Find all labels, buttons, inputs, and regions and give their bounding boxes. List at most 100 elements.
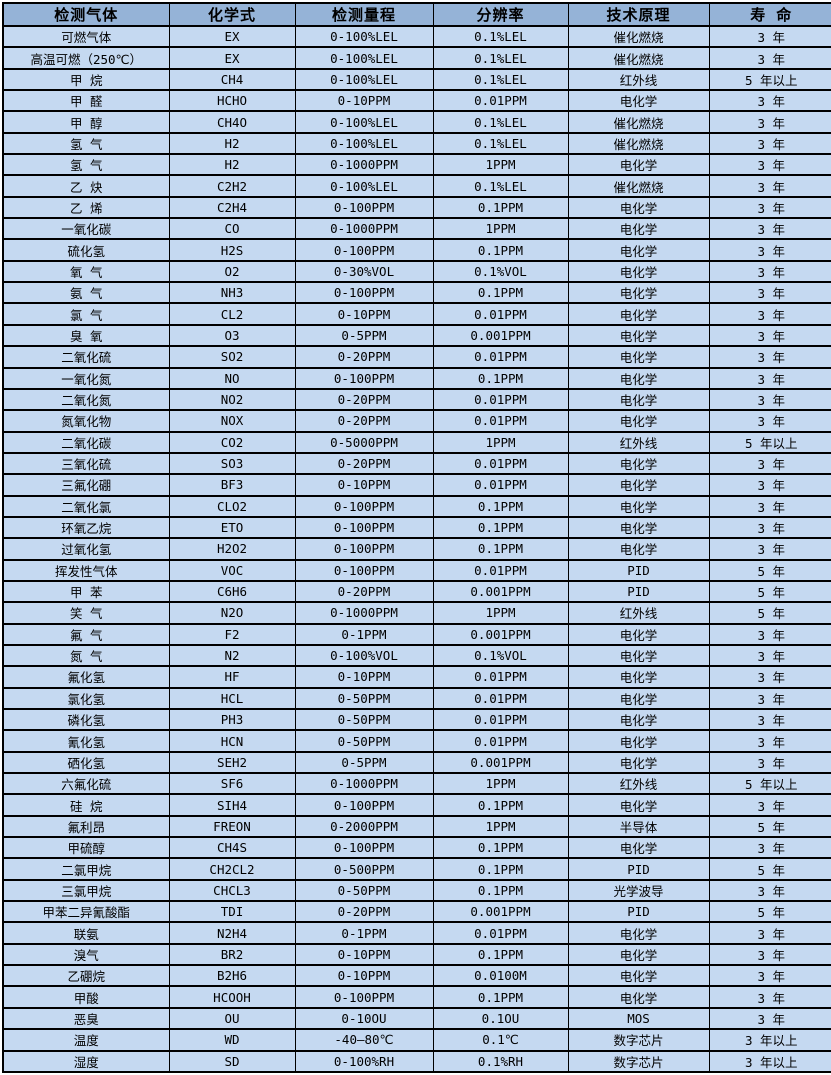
table-cell: 0-5000PPM (294, 430, 434, 454)
table-cell: 0.1PPM (432, 942, 569, 967)
table-cell: 3 年 (708, 707, 831, 732)
table-cell: 电化学 (567, 153, 710, 177)
table-cell: 挥发性气体 (2, 558, 170, 582)
table-cell: 3 年 (708, 665, 831, 689)
table-cell: SD (168, 1049, 296, 1073)
table-cell: CH4O (168, 110, 296, 134)
table-cell: 3 年 (708, 24, 831, 49)
table-cell: 光学波导 (567, 878, 710, 903)
table-cell: 0-100PPM (294, 836, 434, 860)
table-cell: 联氨 (2, 921, 170, 945)
table-cell: 5 年 (708, 857, 831, 881)
table-cell: H2 (168, 131, 296, 156)
table-row: 三氟化硼 BF3 0-10PPM 0.01PPM 电化学 3 年 (2, 473, 831, 497)
table-cell: 0.01PPM (432, 387, 569, 412)
table-cell: 乙 炔 (2, 174, 170, 198)
table-cell: 硫化氢 (2, 238, 170, 262)
table-cell: 0.01PPM (432, 302, 569, 326)
table-cell: 0.1%LEL (432, 46, 569, 70)
table-cell: 0-50PPM (294, 707, 434, 732)
table-cell: 电化学 (567, 302, 710, 326)
table-cell: 3 年 (708, 110, 831, 134)
table-cell: 0.1PPM (432, 515, 569, 540)
table-cell: 0.001PPM (432, 750, 569, 775)
column-header: 检测气体 (2, 2, 170, 27)
table-cell: 0-100%LEL (294, 67, 434, 92)
table-cell: 环氧乙烷 (2, 515, 170, 540)
table-cell: 红外线 (567, 772, 710, 796)
table-cell: 二氧化硫 (2, 345, 170, 369)
table-row: 甲 醇 CH4O 0-100%LEL 0.1%LEL 催化燃烧 3 年 (2, 110, 831, 134)
table-cell: NO (168, 366, 296, 390)
table-cell: 甲苯二异氰酸酯 (2, 900, 170, 924)
table-cell: B2H6 (168, 964, 296, 988)
table-cell: HCOOH (168, 985, 296, 1009)
table-cell: 3 年 (708, 985, 831, 1009)
table-cell: OU (168, 1006, 296, 1031)
table-cell: FREON (168, 814, 296, 839)
table-cell: 电化学 (567, 345, 710, 369)
table-row: 乙 烯 C2H4 0-100PPM 0.1PPM 电化学 3 年 (2, 195, 831, 220)
table-cell: CO (168, 217, 296, 241)
table-cell: 3 年 (708, 323, 831, 348)
table-cell: 0.1%LEL (432, 131, 569, 156)
table-cell: 电化学 (567, 942, 710, 967)
table-header: 检测气体 化学式 检测量程 分辨率 技术原理寿 命 (2, 2, 831, 27)
table-cell: 3 年 (708, 942, 831, 967)
table-row: 二氧化氮 NO2 0-20PPM 0.01PPM 电化学 3 年 (2, 387, 831, 412)
table-cell: 电化学 (567, 409, 710, 433)
table-cell: 0.01PPM (432, 665, 569, 689)
table-cell: 0-10PPM (294, 964, 434, 988)
table-row: 硫化氢 H2S 0-100PPM 0.1PPM 电化学 3 年 (2, 238, 831, 262)
table-cell: 0-100%LEL (294, 131, 434, 156)
table-cell: 电化学 (567, 473, 710, 497)
table-cell: 催化燃烧 (567, 131, 710, 156)
table-row: 乙硼烷 B2H6 0-10PPM 0.0100M 电化学 3 年 (2, 964, 831, 988)
table-cell: 电化学 (567, 686, 710, 711)
table-cell: 恶臭 (2, 1006, 170, 1031)
table-cell: 0-1PPM (294, 622, 434, 646)
table-cell: 0-100PPM (294, 494, 434, 518)
table-cell: 0.1PPM (432, 878, 569, 903)
table-cell: 0-1000PPM (294, 153, 434, 177)
table-cell: 电化学 (567, 729, 710, 753)
table-row: 氰化氢 HCN 0-50PPM 0.01PPM 电化学 3 年 (2, 729, 831, 753)
table-cell: 二氧化氯 (2, 494, 170, 518)
table-row: 溴气 BR2 0-10PPM 0.1PPM 电化学 3 年 (2, 942, 831, 967)
table-cell: 三氟化硼 (2, 473, 170, 497)
table-cell: 3 年 (708, 387, 831, 412)
table-cell: 3 年 (708, 622, 831, 646)
table-cell: HCN (168, 729, 296, 753)
table-cell: 0-10PPM (294, 665, 434, 689)
table-cell: 数字芯片 (567, 1028, 710, 1052)
table-cell: 电化学 (567, 387, 710, 412)
table-cell: 六氟化硫 (2, 772, 170, 796)
table-cell: 0-50PPM (294, 686, 434, 711)
table-cell: PID (567, 558, 710, 582)
column-header: 检测量程 (294, 2, 434, 27)
table-cell: O3 (168, 323, 296, 348)
table-cell: 0.1%LEL (432, 110, 569, 134)
table-cell: 3 年 (708, 921, 831, 945)
table-cell: 0-20PPM (294, 387, 434, 412)
table-cell: C2H2 (168, 174, 296, 198)
table-cell: 笑 气 (2, 601, 170, 625)
table-cell: ETO (168, 515, 296, 540)
table-cell: 0-1000PPM (294, 772, 434, 796)
table-cell: 二氧化碳 (2, 430, 170, 454)
table-cell: 0.001PPM (432, 622, 569, 646)
table-cell: 0-1000PPM (294, 217, 434, 241)
table-cell: 3 年 (708, 729, 831, 753)
table-cell: 电化学 (567, 665, 710, 689)
table-cell: 氧 气 (2, 259, 170, 284)
table-cell: 0-100PPM (294, 195, 434, 220)
table-cell: 0-100PPM (294, 537, 434, 561)
table-cell: F2 (168, 622, 296, 646)
table-cell: 0.1PPM (432, 537, 569, 561)
table-cell: 氮 气 (2, 643, 170, 668)
table-row: 氟 气 F2 0-1PPM 0.001PPM 电化学 3 年 (2, 622, 831, 646)
table-row: 三氧化硫 SO3 0-20PPM 0.01PPM 电化学 3 年 (2, 451, 831, 476)
table-cell: 电化学 (567, 494, 710, 518)
table-cell: 5 年 (708, 579, 831, 604)
